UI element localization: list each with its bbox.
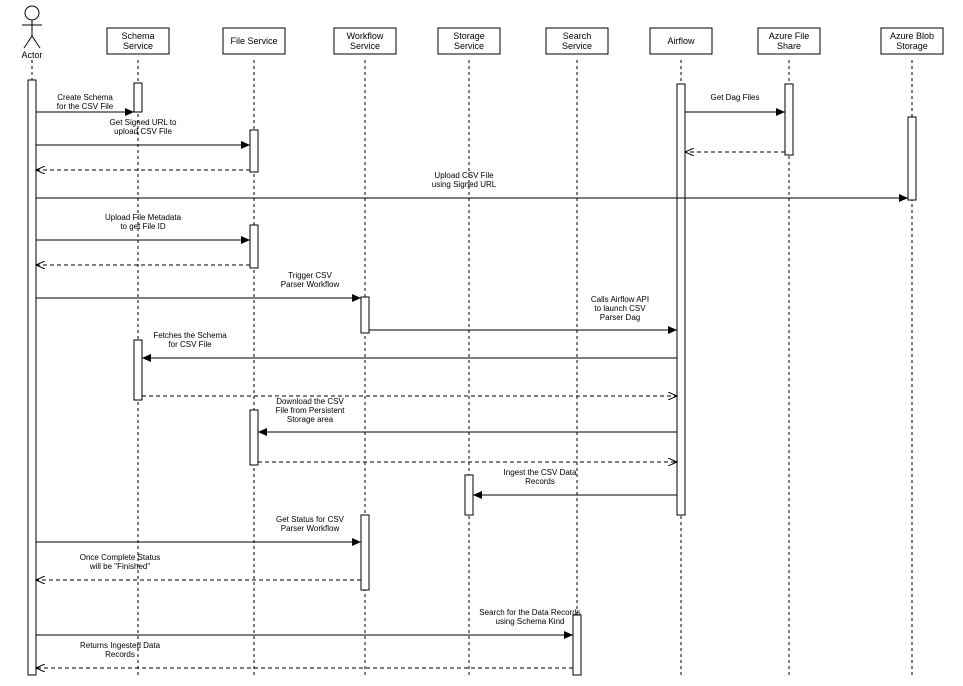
- participant-label: Azure Blob: [890, 31, 934, 41]
- message-label: Upload File Metadata: [105, 213, 182, 222]
- participant-label: Schema: [121, 31, 154, 41]
- message-label: to launch CSV: [594, 304, 646, 313]
- participant-label: Airflow: [667, 36, 695, 46]
- message-label: upload CSV File: [114, 127, 172, 136]
- participant-label: Service: [562, 41, 592, 51]
- sequence-diagram: ActorSchemaServiceFile ServiceWorkflowSe…: [0, 0, 963, 686]
- message-label: Upload CSV File: [434, 171, 494, 180]
- participant-label: Service: [123, 41, 153, 51]
- message-label: Download the CSV: [276, 397, 344, 406]
- message-label: Parser Dag: [600, 313, 640, 322]
- activation-afs: [785, 84, 793, 155]
- message-label: using Signed URL: [432, 180, 497, 189]
- activation-workflow: [361, 515, 369, 590]
- activation-schema: [134, 340, 142, 400]
- message-label: Storage area: [287, 415, 334, 424]
- message-label: Get Status for CSV: [276, 515, 345, 524]
- activation-workflow: [361, 297, 369, 333]
- participant-label: Azure File: [769, 31, 810, 41]
- message-label: using Schema Kind: [496, 617, 565, 626]
- activation-search: [573, 615, 581, 675]
- participant-label: Storage: [453, 31, 485, 41]
- participant-label: Share: [777, 41, 801, 51]
- actor-label: Actor: [21, 50, 42, 60]
- activation-schema: [134, 83, 142, 112]
- message-label: Returns Ingested Data: [80, 641, 161, 650]
- activation-file: [250, 130, 258, 172]
- message-label: Parser Workflow: [281, 524, 340, 533]
- message-label: Calls Airflow API: [591, 295, 649, 304]
- message-label: for the CSV File: [57, 102, 114, 111]
- activation-file: [250, 410, 258, 465]
- message-label: Parser Workflow: [281, 280, 340, 289]
- message-label: Fetches the Schema: [153, 331, 227, 340]
- message-label: Once Complete Status: [80, 553, 160, 562]
- participant-label: File Service: [230, 36, 277, 46]
- activation-storage: [465, 475, 473, 515]
- actor-icon: [22, 6, 42, 48]
- participant-label: Service: [454, 41, 484, 51]
- participant-label: Service: [350, 41, 380, 51]
- message-label: for CSV File: [168, 340, 212, 349]
- activation-actor: [28, 80, 36, 675]
- message-label: Ingest the CSV Data: [504, 468, 577, 477]
- activation-abs: [908, 117, 916, 200]
- message-label: will be "Finished": [89, 562, 151, 571]
- message-label: Trigger CSV: [288, 271, 332, 280]
- message-label: Records: [105, 650, 135, 659]
- message-label: Create Schema: [57, 93, 113, 102]
- message-label: Get Dag Files: [711, 93, 760, 102]
- message-label: Get Signed URL to: [110, 118, 177, 127]
- participant-label: Workflow: [347, 31, 384, 41]
- message-label: to get File ID: [120, 222, 166, 231]
- participant-label: Search: [563, 31, 592, 41]
- activation-file: [250, 225, 258, 268]
- message-label: Records: [525, 477, 555, 486]
- participant-label: Storage: [896, 41, 928, 51]
- message-label: Search for the Data Records: [479, 608, 580, 617]
- activation-airflow: [677, 84, 685, 515]
- message-label: File from Persistent: [276, 406, 346, 415]
